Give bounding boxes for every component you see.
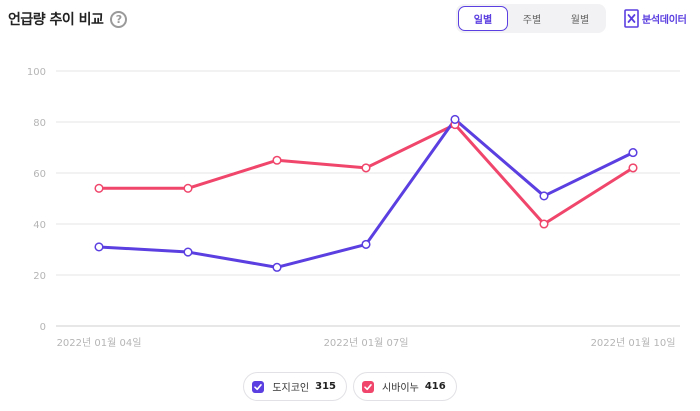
legend-name: 시바이누 [382, 383, 419, 394]
data-point [361, 163, 371, 173]
data-point [94, 183, 104, 193]
y-tick-label: 20 [33, 271, 46, 282]
period-tab-group: 일별 주별 월별 [456, 4, 606, 33]
data-point [539, 191, 549, 201]
x-tick-label: 2022년 01월 04일 [57, 337, 142, 349]
tab-monthly[interactable]: 월별 [570, 15, 590, 26]
legend-item-shibainu[interactable]: 시바이누 416 [353, 372, 457, 401]
export-label: 분석데이터 [642, 14, 687, 26]
y-tick-label: 60 [33, 169, 46, 180]
checkbox-icon [362, 380, 374, 393]
export-data-button[interactable]: 분석데이터 [624, 8, 687, 28]
data-point [539, 219, 549, 229]
y-tick-label: 80 [33, 118, 46, 129]
y-tick-label: 40 [33, 220, 46, 231]
line-chart: 0 20 40 60 80 100 2022년 01월 04일 2022년 01월 07일 20… [27, 67, 680, 349]
legend-count: 416 [424, 381, 446, 392]
chart-legend: 도지코인 315 시바이누 416 [0, 372, 700, 401]
tab-weekly[interactable]: 주별 [522, 15, 542, 26]
x-tick-label: 2022년 01월 10일 [591, 337, 676, 349]
data-point [450, 114, 460, 124]
question-circle-icon[interactable]: ? [110, 10, 128, 28]
legend-item-dogecoin[interactable]: 도지코인 315 [243, 372, 347, 401]
data-point [361, 239, 371, 249]
legend-name: 도지코인 [272, 383, 310, 394]
x-tick-label: 2022년 01월 07일 [324, 337, 409, 349]
legend-count: 315 [315, 381, 336, 392]
data-point [272, 262, 282, 272]
data-point [272, 155, 282, 165]
data-point [183, 183, 193, 193]
y-tick-label: 0 [40, 322, 46, 333]
series-line [97, 123, 635, 226]
chart-title: 언급량 추이 비교 [8, 12, 104, 28]
tab-daily[interactable]: 일별 [458, 6, 508, 31]
data-point [628, 163, 638, 173]
checkbox-icon [252, 380, 265, 393]
data-point [183, 247, 193, 257]
chart-header: 언급량 추이 비교 ? [8, 8, 128, 30]
data-point [94, 242, 104, 252]
y-tick-label: 100 [27, 67, 46, 78]
data-point [628, 148, 638, 158]
excel-icon [624, 8, 639, 28]
